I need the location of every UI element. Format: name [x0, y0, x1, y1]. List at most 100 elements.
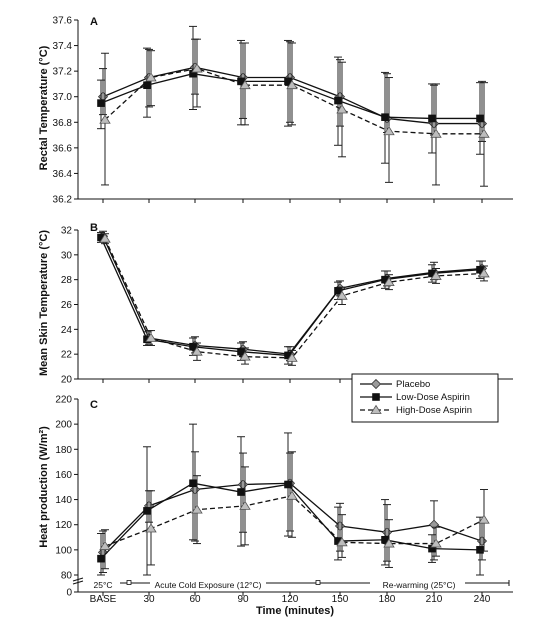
data-point	[145, 72, 157, 82]
data-point	[191, 504, 203, 514]
data-point	[239, 351, 251, 361]
data-point	[99, 540, 111, 550]
y-tick-label-B: 28	[61, 275, 73, 286]
y-tick-label-B: 26	[61, 300, 73, 311]
phase-marker	[315, 580, 321, 585]
data-point	[430, 270, 442, 280]
y-tick-label-A: 37.2	[53, 67, 73, 78]
y-tick-label-C: 100	[55, 545, 72, 556]
y-tick-label-B: 20	[61, 375, 73, 386]
y-tick-label-A: 37.6	[53, 16, 73, 27]
y-axis-title-c: Heat production (W/m²)	[38, 426, 50, 548]
series-B-2	[99, 233, 490, 366]
plot-layer: 36.2 36.4 36.6 36.8 37.0 37.2 37.4 37.6 20 22 24 26…	[53, 16, 513, 605]
y-tick-label-C: 80	[61, 571, 73, 582]
y-tick-label-B: 24	[61, 325, 73, 336]
data-point	[336, 537, 348, 547]
data-point	[99, 114, 111, 124]
data-point	[336, 104, 348, 114]
x-axis-title: Time (minutes)	[256, 605, 334, 617]
series-line	[104, 67, 484, 135]
legend-label-high-dose: High-Dose Aspirin	[396, 405, 472, 416]
data-point	[145, 523, 157, 533]
data-point	[237, 488, 245, 496]
y-tick-label-B: 22	[61, 350, 73, 361]
x-tick-label: 120	[282, 594, 299, 605]
data-point	[381, 527, 393, 538]
y-tick-label-C: 140	[55, 495, 72, 506]
y-tick-label-C: 0	[66, 588, 72, 599]
y-axis-title-a: Rectal Temperature (°C)	[38, 45, 50, 170]
data-point	[284, 480, 292, 489]
x-tick-label: 210	[426, 594, 443, 605]
y-tick-label-C: 180	[55, 445, 72, 456]
data-point	[145, 332, 157, 342]
data-point	[99, 233, 111, 243]
series-C-1	[97, 423, 484, 576]
data-point	[383, 276, 395, 287]
data-point	[239, 79, 251, 90]
panel-letter-a: A	[90, 16, 98, 28]
data-point	[428, 519, 440, 530]
y-tick-label-A: 37.0	[53, 92, 73, 103]
data-point	[191, 63, 203, 73]
x-tick-label: 150	[332, 594, 349, 605]
y-tick-label-A: 37.4	[53, 41, 73, 52]
x-tick-label: 60	[189, 594, 201, 605]
data-point	[143, 507, 151, 515]
y-tick-label-A: 36.2	[53, 195, 73, 206]
phase-label-cold: Acute Cold Exposure (12°C)	[155, 580, 262, 590]
data-point	[381, 113, 389, 121]
y-tick-label-C: 120	[55, 520, 72, 531]
y-tick-label-A: 36.8	[53, 118, 73, 129]
panel-letter-b: B	[90, 222, 98, 234]
data-point	[478, 514, 490, 524]
x-tick-label: 30	[143, 594, 155, 605]
data-point	[189, 479, 197, 488]
phase-label-baseline: 25°C	[94, 580, 113, 590]
data-point	[476, 535, 488, 547]
x-tick-label: 90	[237, 594, 249, 605]
y-tick-label-B: 30	[61, 250, 73, 261]
data-point	[476, 114, 484, 123]
data-point	[286, 352, 298, 362]
series-A-2	[99, 38, 490, 187]
data-point	[428, 114, 436, 123]
y-tick-label-A: 36.6	[53, 143, 73, 154]
y-tick-label-C: 200	[55, 420, 72, 431]
legend-marker	[372, 393, 380, 401]
data-point	[143, 81, 151, 90]
x-tick-label: 240	[474, 594, 491, 605]
data-point	[430, 538, 442, 548]
series-line	[102, 235, 483, 355]
data-point	[334, 96, 342, 105]
series-B-1	[97, 231, 484, 365]
data-point	[478, 268, 490, 278]
series-line	[100, 237, 481, 357]
legend-marker	[370, 404, 382, 414]
y-tick-label-A: 36.4	[53, 169, 73, 180]
panel-letter-c: C	[90, 399, 98, 411]
data-point	[97, 554, 105, 563]
data-point	[97, 99, 105, 107]
phase-label-rewarm: Re-warming (25°C)	[383, 580, 456, 590]
axis-break-mark	[72, 577, 84, 582]
phase-marker	[126, 580, 132, 585]
series-line	[104, 495, 485, 547]
data-point	[476, 546, 484, 554]
legend-marker	[370, 378, 382, 390]
data-point	[336, 290, 348, 300]
legend-label-placebo: Placebo	[396, 379, 430, 390]
y-tick-label-C: 160	[55, 470, 72, 481]
data-point	[286, 490, 298, 500]
legend-label-low-dose: Low-Dose Aspirin	[396, 392, 470, 403]
series-C-2	[99, 451, 490, 570]
data-point	[191, 346, 203, 356]
data-point	[239, 500, 251, 510]
data-point	[383, 538, 395, 548]
data-point	[286, 79, 298, 90]
data-point	[478, 128, 490, 138]
data-point	[237, 479, 249, 490]
y-tick-label-C: 220	[55, 395, 72, 406]
